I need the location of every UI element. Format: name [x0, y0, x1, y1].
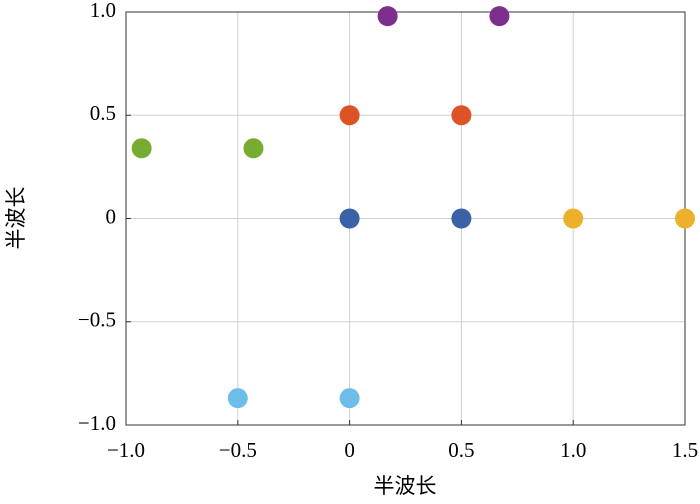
y-tick-label: −0.5	[78, 308, 116, 332]
x-tick-label: 0.5	[448, 438, 474, 462]
y-tick-label: 0.5	[90, 101, 116, 125]
x-tick-label: 1.5	[672, 438, 698, 462]
point	[243, 138, 264, 159]
point	[563, 208, 584, 229]
point	[451, 105, 472, 126]
point	[675, 208, 695, 229]
point	[451, 208, 472, 229]
point	[489, 6, 510, 27]
point	[339, 208, 360, 229]
y-tick-label: 1.0	[90, 0, 116, 22]
x-tick-label: −0.5	[219, 438, 257, 462]
point	[227, 388, 248, 409]
y-tick-label: 0	[106, 204, 117, 228]
x-tick-label: 1.0	[560, 438, 586, 462]
x-tick-label: 0	[344, 438, 355, 462]
x-axis-label: 半波长	[374, 474, 437, 498]
y-tick-label: −1.0	[78, 411, 116, 435]
y-axis-label: 半波长	[4, 187, 28, 250]
point	[131, 138, 152, 159]
point	[339, 105, 360, 126]
point	[377, 6, 398, 27]
x-tick-label: −1.0	[107, 438, 145, 462]
point	[339, 388, 360, 409]
